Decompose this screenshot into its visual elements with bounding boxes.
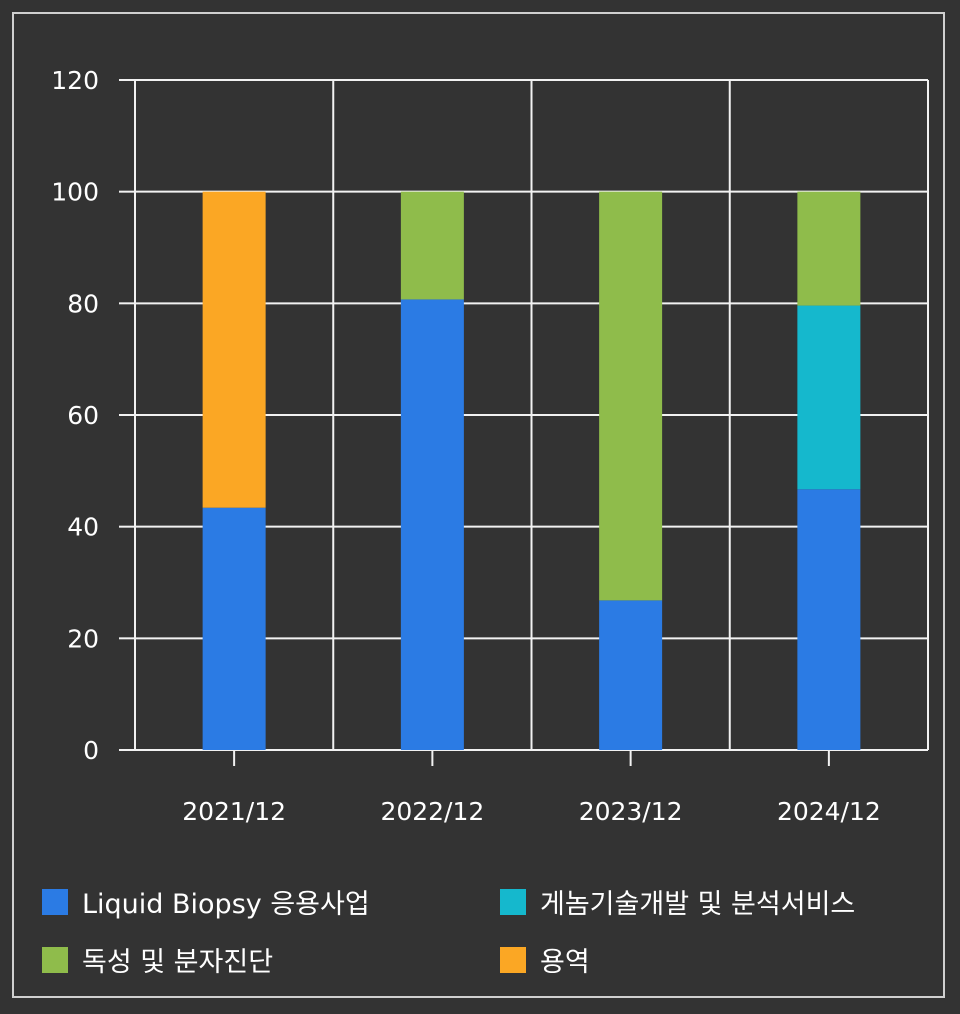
y-tick-label: 0 bbox=[83, 736, 99, 765]
legend-label: 게놈기술개발 및 분석서비스 bbox=[540, 889, 856, 920]
chart-frame bbox=[12, 12, 945, 998]
legend-swatch bbox=[42, 946, 68, 973]
y-tick-label: 100 bbox=[51, 178, 99, 207]
legend-label: Liquid Biopsy 응용사업 bbox=[82, 889, 370, 920]
bar-segment bbox=[797, 489, 861, 750]
bar-segment bbox=[599, 191, 663, 601]
x-tick-label: 2023/12 bbox=[579, 797, 683, 826]
legend-swatch bbox=[42, 888, 68, 915]
bar-segment bbox=[202, 191, 266, 508]
bar-segment bbox=[400, 191, 464, 300]
legend-item-genome: 게놈기술개발 및 분석서비스 bbox=[500, 882, 855, 921]
bar-segment bbox=[202, 507, 266, 750]
y-tick-label: 40 bbox=[67, 513, 99, 542]
legend-item-toxicity: 독성 및 분자진단 bbox=[42, 940, 273, 979]
bar-segment bbox=[599, 600, 663, 750]
legend-item-service: 용역 bbox=[500, 940, 590, 979]
legend-label: 독성 및 분자진단 bbox=[82, 947, 274, 978]
x-tick-label: 2022/12 bbox=[380, 797, 484, 826]
x-tick-label: 2024/12 bbox=[777, 797, 881, 826]
x-tick-label: 2021/12 bbox=[182, 797, 286, 826]
y-tick-label: 20 bbox=[67, 624, 99, 653]
bar-segment bbox=[400, 299, 464, 750]
y-tick-label: 120 bbox=[51, 66, 99, 95]
legend-swatch bbox=[500, 888, 526, 915]
bar-segment bbox=[797, 305, 861, 490]
legend-item-liquid-biopsy: Liquid Biopsy 응용사업 bbox=[42, 882, 370, 921]
y-tick-label: 60 bbox=[67, 401, 99, 430]
y-tick-label: 80 bbox=[67, 289, 99, 318]
legend-label: 용역 bbox=[540, 947, 590, 978]
bar-segment bbox=[797, 191, 861, 306]
legend-swatch bbox=[500, 946, 526, 973]
